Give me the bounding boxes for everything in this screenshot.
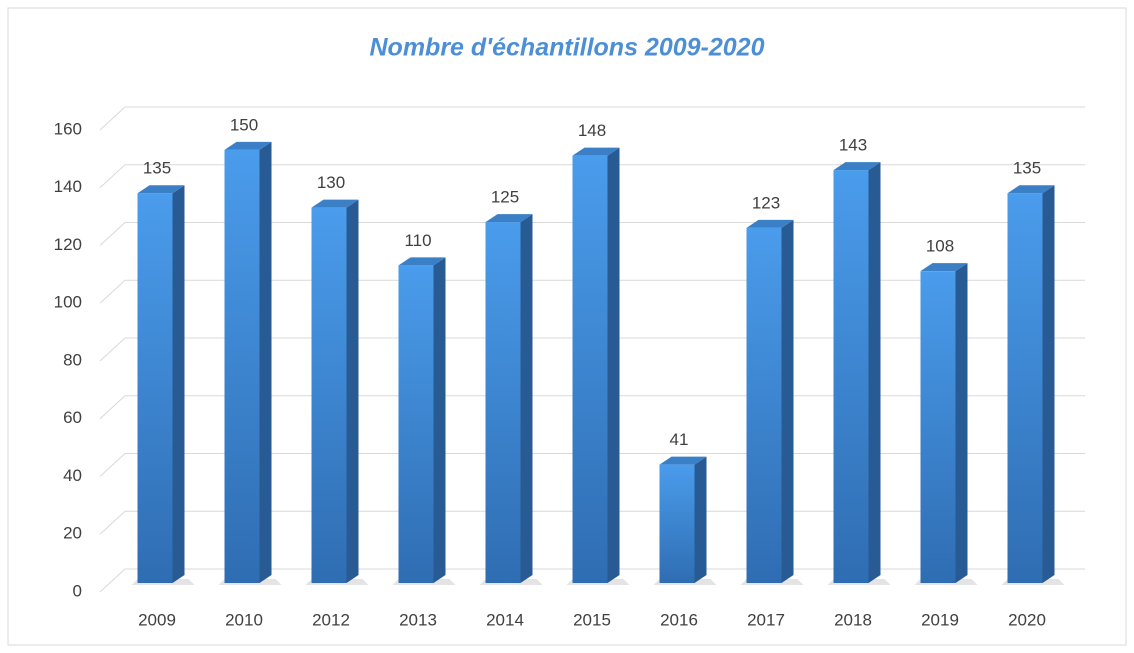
- bar-front: [398, 265, 434, 583]
- bar-top: [1007, 185, 1055, 194]
- bar-side: [433, 257, 446, 583]
- x-tick-label: 2009: [138, 610, 176, 629]
- y-tick-label: 160: [54, 119, 82, 138]
- bar-top: [572, 147, 620, 156]
- bar-front: [485, 222, 521, 583]
- x-tick-label: 2020: [1008, 610, 1046, 629]
- bar: [392, 257, 456, 585]
- value-label: 135: [1013, 159, 1041, 178]
- y-tick-label: 40: [63, 466, 82, 485]
- bar-side: [259, 141, 272, 583]
- value-label: 108: [926, 237, 954, 256]
- x-tick-label: 2014: [486, 610, 524, 629]
- y-tick-label: 0: [73, 581, 82, 600]
- grid-line: [99, 106, 1085, 131]
- bar: [305, 199, 369, 585]
- bar-front: [224, 149, 260, 583]
- bar-top: [398, 257, 446, 266]
- bar: [479, 214, 543, 585]
- value-label: 148: [578, 121, 606, 140]
- bar-top: [833, 162, 881, 171]
- value-label: 135: [143, 159, 171, 178]
- bar-top: [659, 456, 707, 465]
- bar-side: [868, 162, 881, 583]
- bar: [566, 147, 630, 585]
- bar-top: [311, 199, 359, 208]
- chart-title: Nombre d'échantillons 2009-2020: [370, 34, 765, 62]
- x-tick-label: 2015: [573, 610, 611, 629]
- x-tick-label: 2010: [225, 610, 263, 629]
- bar-side: [781, 219, 794, 583]
- bar-top: [746, 219, 794, 228]
- value-label: 130: [317, 173, 345, 192]
- x-tick-label: 2013: [399, 610, 437, 629]
- bar-side: [346, 199, 359, 583]
- y-tick-label: 60: [63, 408, 82, 427]
- bar-top: [485, 214, 533, 223]
- bar-top: [224, 141, 272, 150]
- bar: [914, 263, 978, 585]
- bar-front: [572, 155, 608, 583]
- value-label: 125: [491, 188, 519, 207]
- bar-side: [520, 214, 533, 583]
- bar-side: [694, 456, 707, 583]
- x-tick-label: 2017: [747, 610, 785, 629]
- bar-side: [955, 263, 968, 583]
- y-tick-label: 100: [54, 293, 82, 312]
- bar-front: [920, 271, 956, 583]
- y-tick-label: 140: [54, 177, 82, 196]
- bar: [740, 219, 804, 585]
- bar: [827, 162, 891, 585]
- grid-line: [99, 164, 1085, 189]
- bar: [1001, 185, 1065, 585]
- bar-front: [311, 207, 347, 583]
- bar-front: [1007, 193, 1043, 583]
- bar-front: [137, 193, 173, 583]
- bar-front: [659, 464, 695, 583]
- value-label: 123: [752, 193, 780, 212]
- bar-top: [920, 263, 968, 272]
- value-label: 110: [404, 231, 431, 250]
- value-label: 150: [230, 115, 258, 134]
- x-tick-label: 2019: [921, 610, 959, 629]
- bar: [131, 185, 195, 585]
- value-label: 143: [839, 136, 867, 155]
- bar: [653, 456, 717, 585]
- bar-top: [137, 185, 185, 194]
- bar-side: [607, 147, 620, 583]
- x-tick-label: 2018: [834, 610, 872, 629]
- y-tick-label: 20: [63, 524, 82, 543]
- bar-side: [1042, 185, 1055, 583]
- x-tick-label: 2016: [660, 610, 698, 629]
- x-tick-label: 2012: [312, 610, 350, 629]
- y-tick-label: 120: [54, 235, 82, 254]
- bar-front: [833, 170, 869, 583]
- bar: [218, 141, 282, 585]
- y-tick-label: 80: [63, 350, 82, 369]
- value-label: 41: [670, 430, 689, 449]
- bar-front: [746, 227, 782, 583]
- bar-side: [172, 185, 185, 583]
